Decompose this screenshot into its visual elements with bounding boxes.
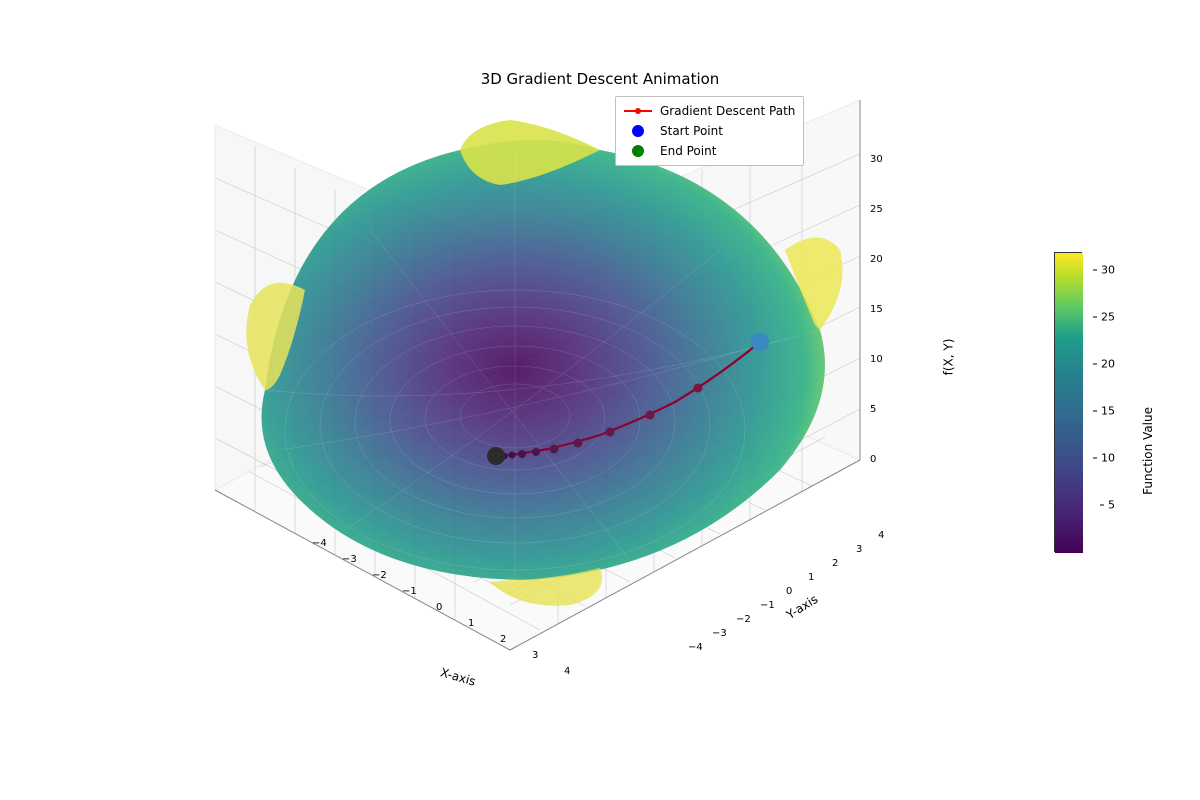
colorbar-tick: 15 (1093, 405, 1115, 418)
svg-text:25: 25 (870, 204, 883, 215)
legend-line-icon (624, 110, 652, 112)
legend: Gradient Descent Path Start Point End Po… (615, 96, 804, 166)
svg-text:10: 10 (870, 354, 883, 365)
svg-text:4: 4 (878, 530, 884, 541)
legend-label: Gradient Descent Path (660, 104, 795, 118)
svg-text:0: 0 (436, 602, 442, 613)
legend-label: End Point (660, 144, 716, 158)
svg-text:15: 15 (870, 304, 883, 315)
colorbar-tick: 25 (1093, 311, 1115, 324)
svg-text:30: 30 (870, 154, 883, 165)
svg-text:5: 5 (870, 404, 876, 415)
svg-text:2: 2 (832, 558, 838, 569)
colorbar-tick: 10 (1093, 452, 1115, 465)
svg-text:1: 1 (468, 618, 474, 629)
svg-text:0: 0 (786, 586, 792, 597)
colorbar-label: Function Value (1141, 407, 1155, 495)
svg-text:−4: −4 (688, 642, 703, 653)
legend-item-start: Start Point (624, 121, 795, 141)
legend-dot-icon (624, 145, 652, 157)
svg-text:−2: −2 (372, 570, 387, 581)
svg-text:3: 3 (856, 544, 862, 555)
legend-label: Start Point (660, 124, 723, 138)
legend-dot-icon (624, 125, 652, 137)
svg-text:3: 3 (532, 650, 538, 661)
svg-text:2: 2 (500, 634, 506, 645)
svg-text:1: 1 (808, 572, 814, 583)
colorbar-tick: 30 (1093, 264, 1115, 277)
colorbar-tick: 5 (1100, 499, 1115, 512)
z-ticks: 0 5 10 15 20 25 30 (870, 154, 883, 465)
legend-item-end: End Point (624, 141, 795, 161)
svg-text:−1: −1 (402, 586, 417, 597)
svg-text:−2: −2 (736, 614, 751, 625)
plot-3d-area: −4 −3 −2 −1 0 1 2 3 4 −4 −3 −2 −1 0 1 2 … (120, 90, 900, 730)
colorbar-tick: 20 (1093, 358, 1115, 371)
svg-text:−4: −4 (312, 538, 327, 549)
svg-text:−3: −3 (342, 554, 357, 565)
svg-text:20: 20 (870, 254, 883, 265)
colorbar (1054, 252, 1082, 552)
surface-svg: −4 −3 −2 −1 0 1 2 3 4 −4 −3 −2 −1 0 1 2 … (120, 90, 900, 730)
svg-text:4: 4 (564, 666, 570, 677)
legend-item-path: Gradient Descent Path (624, 101, 795, 121)
svg-text:−3: −3 (712, 628, 727, 639)
svg-text:0: 0 (870, 454, 876, 465)
z-axis-label: f(X, Y) (941, 339, 955, 376)
svg-text:−1: −1 (760, 600, 775, 611)
chart-title: 3D Gradient Descent Animation (481, 70, 720, 88)
y-ticks: −4 −3 −2 −1 0 1 2 3 4 (688, 530, 884, 653)
